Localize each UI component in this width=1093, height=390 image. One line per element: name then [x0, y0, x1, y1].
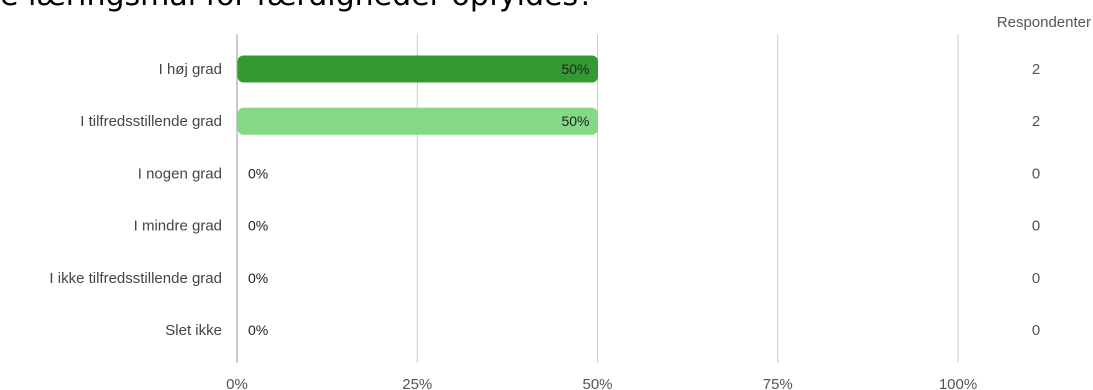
- respondent-count: 2: [1032, 61, 1040, 78]
- bar-value-label: 0%: [248, 218, 268, 234]
- bar: [237, 55, 598, 83]
- respondent-count: 0: [1032, 322, 1040, 339]
- x-tick-label: 50%: [582, 376, 612, 390]
- x-tick-label: 100%: [939, 376, 977, 390]
- bar-value-label: 50%: [561, 113, 589, 129]
- x-tick-label: 0%: [226, 376, 248, 390]
- respondent-count: 0: [1032, 270, 1040, 287]
- x-tick-label: 75%: [763, 376, 793, 390]
- bar-value-label: 0%: [248, 270, 268, 286]
- category-label: I tilfredsstillende grad: [80, 113, 222, 130]
- respondent-count: 0: [1032, 165, 1040, 182]
- x-tick-label: 25%: [402, 376, 432, 390]
- bar-value-label: 0%: [248, 322, 268, 338]
- chart-title: e læringsmål for færdigheder opfyldes?: [0, 0, 594, 13]
- category-label: I nogen grad: [138, 165, 222, 182]
- bar: [237, 107, 598, 135]
- bar-value-label: 50%: [561, 61, 589, 77]
- category-label: I høj grad: [159, 61, 222, 78]
- respondents-header: Respondenter: [996, 14, 1091, 31]
- category-label: Slet ikke: [165, 322, 222, 339]
- respondent-count: 2: [1032, 113, 1040, 130]
- bar-value-label: 0%: [248, 165, 268, 181]
- category-label: I ikke tilfredsstillende grad: [49, 270, 222, 287]
- respondent-count: 0: [1032, 218, 1040, 235]
- category-label: I mindre grad: [134, 218, 222, 235]
